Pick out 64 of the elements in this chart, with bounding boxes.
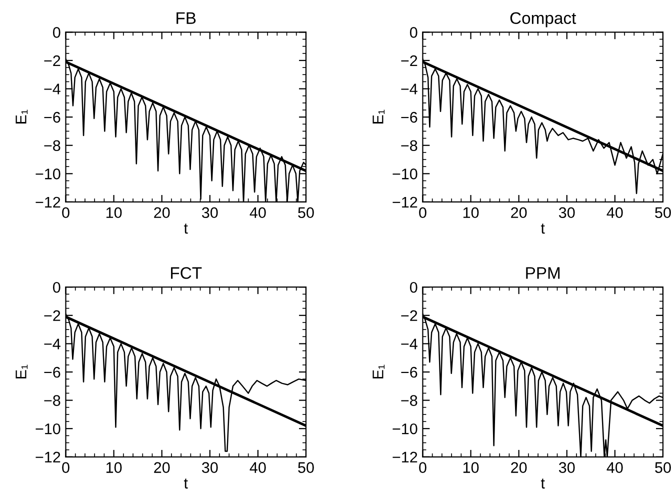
y-tick-label: −8 [401,140,418,152]
x-tick-label: 0 [419,462,426,473]
y-tick-label: −6 [401,112,418,123]
y-tick-label: −2 [401,310,418,321]
chart-title: FCT [171,267,202,279]
chart-title: Compact [510,12,576,28]
x-tick-label: 10 [106,207,122,218]
y-tick-label: −10 [36,423,60,434]
y-tick-label: −4 [44,338,60,350]
x-tick-label: 10 [106,462,122,473]
y-tick-label: −12 [36,452,60,462]
y-tick-label: 0 [410,27,418,38]
y-tick-label: −12 [392,452,418,462]
x-tick-label: 10 [463,462,479,473]
y-tick-label: −10 [36,168,60,180]
y-tick-label: −2 [44,55,60,66]
x-tick-label: 20 [511,462,527,473]
x-tick-label: 30 [558,462,575,473]
x-axis-title: t [184,478,188,489]
y-tick-label: 0 [53,27,60,38]
y-tick-label: −2 [401,55,418,66]
x-tick-label: 30 [202,207,218,218]
y-tick-label: −6 [44,112,60,123]
y-tick-label: −8 [401,395,418,406]
x-tick-label: 40 [250,207,266,218]
x-tick-label: 0 [62,462,70,473]
x-axis-title: t [540,224,545,234]
x-axis-title: t [540,478,545,489]
y-tick-label: −8 [44,140,60,152]
x-tick-label: 50 [655,462,671,473]
x-tick-label: 30 [202,462,218,473]
y-tick-label: −4 [401,338,418,350]
y-tick-label: 0 [53,282,60,293]
y-tick-label: −12 [36,196,60,208]
y-tick-label: −6 [44,366,60,378]
x-axis-title: t [184,224,188,234]
x-tick-label: 20 [154,462,170,473]
x-tick-label: 50 [298,207,314,218]
x-tick-label: 10 [463,207,479,218]
x-tick-label: 40 [606,462,623,473]
x-tick-label: 20 [154,207,170,218]
y-axis-title: E₁ [372,110,385,124]
y-tick-label: −4 [401,84,418,94]
x-tick-label: 50 [655,207,671,218]
y-axis-title: E₁ [372,364,385,378]
y-tick-label: −12 [392,196,418,208]
x-tick-label: 40 [250,462,266,473]
y-tick-label: 0 [410,282,418,293]
x-tick-label: 20 [511,207,527,218]
chart-title: PPM [526,267,560,279]
y-tick-label: −4 [44,84,60,94]
y-tick-label: −2 [44,310,60,321]
y-tick-label: −8 [44,395,60,406]
x-tick-label: 0 [419,207,426,218]
y-axis-title: E₁ [16,110,28,124]
x-tick-label: 0 [62,207,70,218]
y-tick-label: −6 [401,366,418,378]
x-tick-label: 40 [606,207,623,218]
x-tick-label: 50 [298,462,314,473]
y-tick-label: −10 [392,423,418,434]
y-axis-title: E₁ [16,364,28,378]
x-tick-label: 30 [558,207,575,218]
y-tick-label: −10 [392,168,418,180]
chart-title: FB [176,12,196,24]
